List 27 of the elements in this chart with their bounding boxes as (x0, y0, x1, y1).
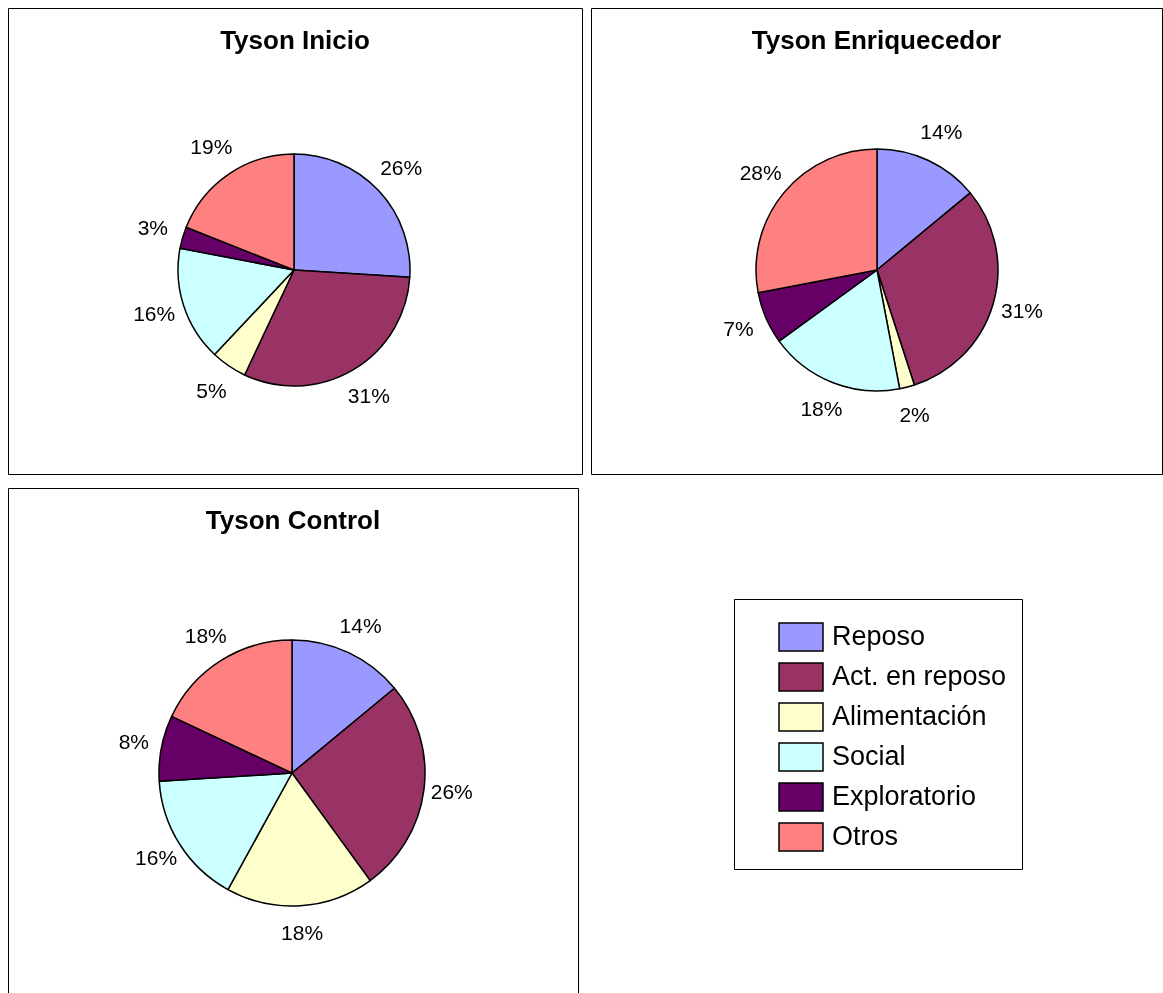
legend-label: Act. en reposo (832, 661, 1007, 691)
data-label: 18% (281, 920, 324, 944)
data-label: 2% (899, 403, 930, 427)
data-label: 14% (339, 614, 382, 638)
data-label: 5% (196, 378, 227, 402)
chart-title: Tyson Inicio (220, 25, 370, 55)
data-label: 28% (739, 160, 782, 184)
data-label: 3% (137, 215, 169, 239)
data-label: 16% (133, 302, 176, 326)
data-label: 18% (800, 397, 843, 421)
chart-title: Tyson Control (205, 505, 381, 535)
data-label: 19% (190, 135, 233, 159)
data-label: 7% (723, 316, 754, 340)
chart-title: Tyson Enriquecedor (751, 25, 1002, 55)
legend-label: Exploratorio (832, 781, 977, 811)
data-label: 31% (347, 383, 390, 407)
data-label: 16% (135, 846, 178, 870)
legend-label: Otros (832, 821, 899, 851)
legend-label: Reposo (832, 621, 926, 651)
data-label: 26% (380, 156, 423, 180)
data-label: 26% (430, 780, 473, 804)
legend-label: Social (832, 741, 906, 771)
data-label: 14% (920, 120, 963, 144)
data-label: 8% (118, 729, 150, 753)
data-label: 18% (184, 624, 227, 648)
legend-label: Alimentación (832, 701, 987, 731)
data-label: 31% (1000, 299, 1044, 323)
